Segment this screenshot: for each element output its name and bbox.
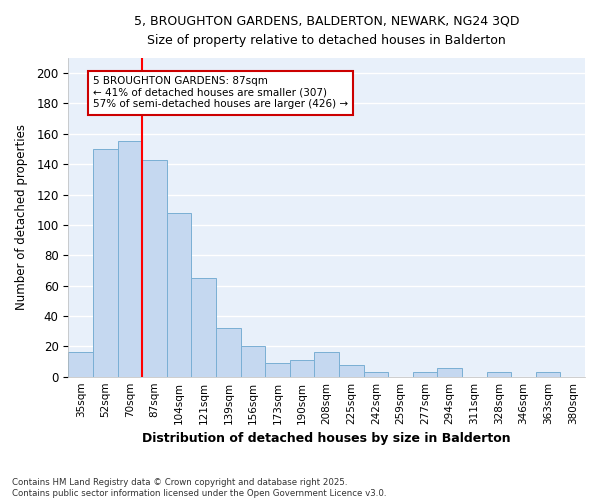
Bar	[241, 346, 265, 376]
Bar	[216, 328, 241, 376]
Bar	[265, 363, 290, 376]
Title: 5, BROUGHTON GARDENS, BALDERTON, NEWARK, NG24 3QD
Size of property relative to d: 5, BROUGHTON GARDENS, BALDERTON, NEWARK,…	[134, 15, 520, 47]
Bar	[487, 372, 511, 376]
Bar	[314, 352, 339, 376]
Bar	[93, 149, 118, 376]
Bar	[191, 278, 216, 376]
Bar	[142, 160, 167, 376]
Text: Contains HM Land Registry data © Crown copyright and database right 2025.
Contai: Contains HM Land Registry data © Crown c…	[12, 478, 386, 498]
Bar	[536, 372, 560, 376]
Bar	[339, 364, 364, 376]
Bar	[437, 368, 462, 376]
Bar	[413, 372, 437, 376]
Text: 5 BROUGHTON GARDENS: 87sqm
← 41% of detached houses are smaller (307)
57% of sem: 5 BROUGHTON GARDENS: 87sqm ← 41% of deta…	[93, 76, 348, 110]
Bar	[118, 142, 142, 376]
Bar	[290, 360, 314, 376]
X-axis label: Distribution of detached houses by size in Balderton: Distribution of detached houses by size …	[142, 432, 511, 445]
Bar	[167, 212, 191, 376]
Y-axis label: Number of detached properties: Number of detached properties	[15, 124, 28, 310]
Bar	[364, 372, 388, 376]
Bar	[68, 352, 93, 376]
